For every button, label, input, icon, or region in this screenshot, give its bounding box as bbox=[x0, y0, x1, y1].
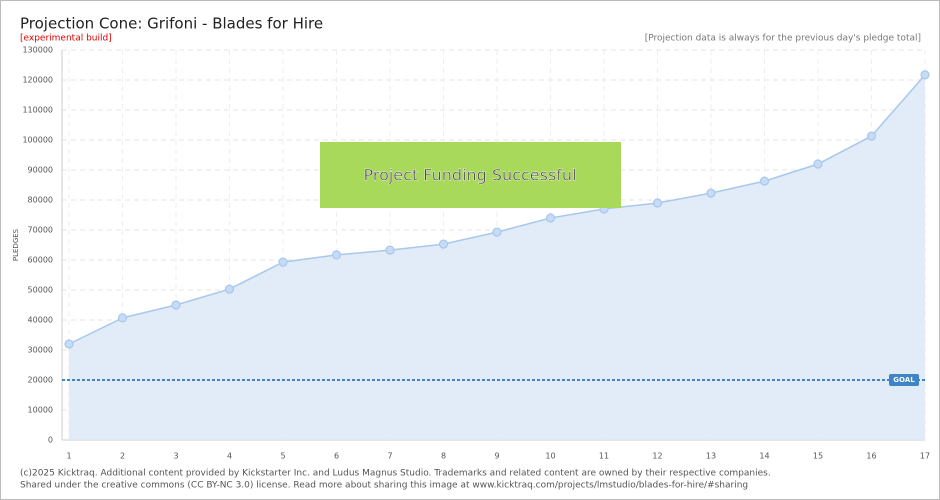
x-tick-label: 9 bbox=[494, 452, 499, 461]
goal-label: GOAL bbox=[893, 376, 915, 384]
footer-line: (c)2025 Kicktraq. Additional content pro… bbox=[20, 469, 771, 479]
y-tick-label: 60000 bbox=[28, 256, 53, 265]
y-tick-label: 40000 bbox=[28, 316, 53, 325]
footer-line: Shared under the creative commons (CC BY… bbox=[20, 481, 748, 491]
banner bbox=[320, 142, 621, 208]
y-tick-label: 50000 bbox=[28, 286, 53, 295]
y-tick-label: 110000 bbox=[22, 106, 53, 115]
point bbox=[224, 284, 235, 294]
point bbox=[385, 245, 395, 255]
x-tick-label: 12 bbox=[652, 452, 662, 461]
point bbox=[117, 313, 128, 323]
y-tick-label: 0 bbox=[48, 436, 53, 445]
build-note: [experimental build] bbox=[20, 34, 112, 44]
y-tick-label: 120000 bbox=[22, 76, 53, 85]
y-tick-label: 80000 bbox=[28, 196, 53, 205]
x-tick-label: 14 bbox=[759, 452, 769, 461]
x-tick-label: 13 bbox=[706, 452, 716, 461]
point bbox=[64, 339, 74, 349]
point bbox=[813, 159, 823, 169]
x-tick-label: 5 bbox=[280, 452, 285, 461]
point bbox=[331, 250, 342, 260]
y-tick-label: 130000 bbox=[22, 46, 53, 55]
x-tick-label: 3 bbox=[173, 452, 178, 461]
x-tick-label: 16 bbox=[866, 452, 876, 461]
y-tick-label: 100000 bbox=[22, 136, 53, 145]
y-axis-label: PLEDGES bbox=[12, 228, 20, 261]
point bbox=[920, 70, 930, 80]
point bbox=[759, 176, 770, 186]
goal-badge bbox=[889, 374, 919, 386]
projection-note: [Projection data is always for the previ… bbox=[645, 34, 921, 44]
point bbox=[278, 257, 288, 267]
x-tick-label: 8 bbox=[441, 452, 446, 461]
x-tick-label: 7 bbox=[387, 452, 392, 461]
x-tick-label: 2 bbox=[120, 452, 125, 461]
y-tick-label: 10000 bbox=[28, 406, 53, 415]
y-tick-label: 70000 bbox=[28, 226, 53, 235]
point bbox=[545, 213, 556, 223]
point bbox=[438, 239, 449, 249]
y-tick-label: 30000 bbox=[28, 346, 53, 355]
x-tick-label: 17 bbox=[920, 452, 930, 461]
x-tick-label: 4 bbox=[227, 452, 232, 461]
point bbox=[706, 188, 716, 198]
x-tick-label: 15 bbox=[813, 452, 823, 461]
chart-title: Projection Cone: Grifoni - Blades for Hi… bbox=[20, 15, 323, 33]
x-tick-label: 1 bbox=[66, 452, 71, 461]
x-tick-label: 6 bbox=[334, 452, 339, 461]
area bbox=[69, 74, 925, 441]
y-tick-label: 20000 bbox=[28, 376, 53, 385]
x-tick-label: 11 bbox=[599, 452, 609, 461]
y-tick-label: 90000 bbox=[28, 166, 53, 175]
point bbox=[866, 131, 877, 141]
point bbox=[652, 198, 663, 208]
point bbox=[492, 227, 502, 237]
banner-text: Project Funding Successful bbox=[363, 166, 576, 185]
x-tick-label: 10 bbox=[545, 452, 555, 461]
point bbox=[171, 300, 181, 310]
